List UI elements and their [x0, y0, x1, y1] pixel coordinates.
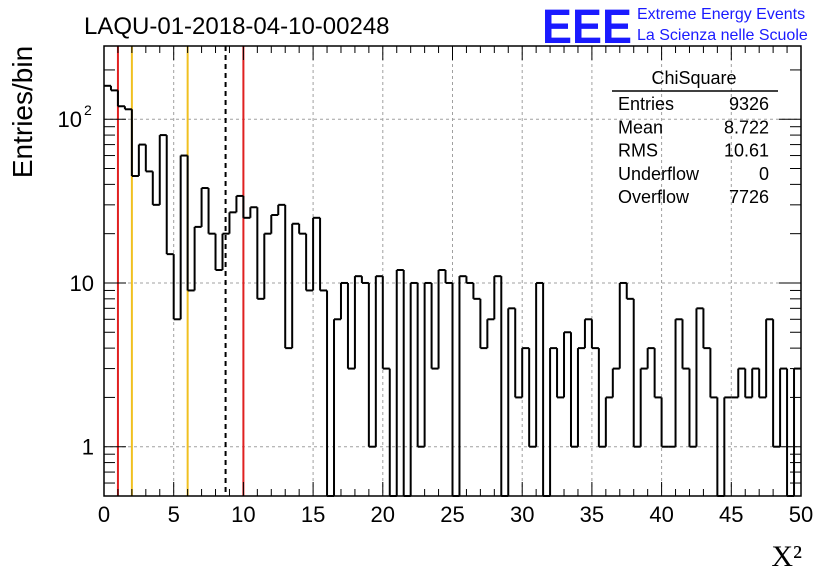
y-axis-label: Entries/bin [7, 46, 38, 178]
stats-value-overflow: 7726 [729, 187, 769, 207]
x-tick-label-1: 5 [168, 502, 180, 527]
stats-label-rms: RMS [618, 141, 658, 161]
y-tick-exponent-2: 2 [84, 102, 92, 118]
x-tick-label-3: 15 [301, 502, 325, 527]
run-title: LAQU-01-2018-04-10-00248 [84, 13, 390, 40]
x-tick-labels: 0 5 10 15 20 25 30 35 40 45 50 [98, 502, 813, 527]
x-tick-label-10: 50 [789, 502, 813, 527]
x-tick-label-0: 0 [98, 502, 110, 527]
x-axis-label: X² [771, 540, 802, 572]
stats-box: ChiSquare Entries 9326 Mean 8.722 RMS 10.61 Un… [612, 68, 778, 207]
x-tick-label-8: 40 [649, 502, 673, 527]
logo-line2: La Scienza nelle Scuole [637, 27, 808, 44]
y-tick-label-0: 1 [82, 435, 94, 460]
stats-value-rms: 10.61 [724, 141, 769, 161]
logo-letters: EEE [542, 1, 632, 54]
x-tick-label-7: 35 [580, 502, 604, 527]
x-tick-label-6: 30 [510, 502, 534, 527]
stats-label-mean: Mean [618, 117, 663, 137]
y-tick-label-1: 10 [70, 271, 94, 296]
stats-label-entries: Entries [618, 94, 674, 114]
x-tick-label-9: 45 [719, 502, 743, 527]
stats-value-mean: 8.722 [724, 117, 769, 137]
eee-logo: EEE Extreme Energy Events La Scienza nel… [542, 1, 808, 54]
reference-lines [116, 46, 245, 496]
stats-rows: Entries 9326 Mean 8.722 RMS 10.61 Underflow 0 Ov… [618, 94, 769, 207]
stats-label-underflow: Underflow [618, 164, 700, 184]
axis-ticks [103, 46, 802, 497]
logo-line1: Extreme Energy Events [637, 6, 805, 23]
x-tick-label-2: 10 [231, 502, 255, 527]
stats-value-entries: 9326 [729, 94, 769, 114]
stats-value-underflow: 0 [759, 164, 769, 184]
x-tick-label-4: 20 [371, 502, 395, 527]
x-tick-label-5: 25 [440, 502, 464, 527]
stats-label-overflow: Overflow [618, 187, 690, 207]
y-tick-label-2: 10 [58, 107, 82, 132]
stats-title: ChiSquare [651, 68, 736, 88]
histogram-series [104, 84, 801, 497]
